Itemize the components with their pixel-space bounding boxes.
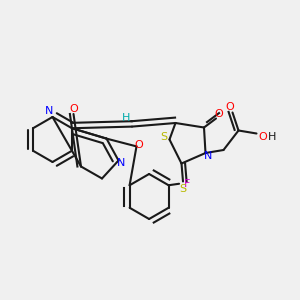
Text: S: S [160, 131, 167, 142]
Text: H: H [122, 113, 130, 123]
Text: O: O [258, 131, 267, 142]
Text: O: O [134, 140, 143, 150]
Text: S: S [179, 184, 187, 194]
Text: O: O [69, 104, 78, 115]
Text: O: O [225, 102, 234, 112]
Text: H: H [268, 131, 276, 142]
Text: F: F [183, 179, 190, 189]
Text: N: N [45, 106, 54, 116]
Text: N: N [204, 151, 213, 161]
Text: N: N [117, 158, 126, 169]
Text: O: O [214, 109, 224, 119]
